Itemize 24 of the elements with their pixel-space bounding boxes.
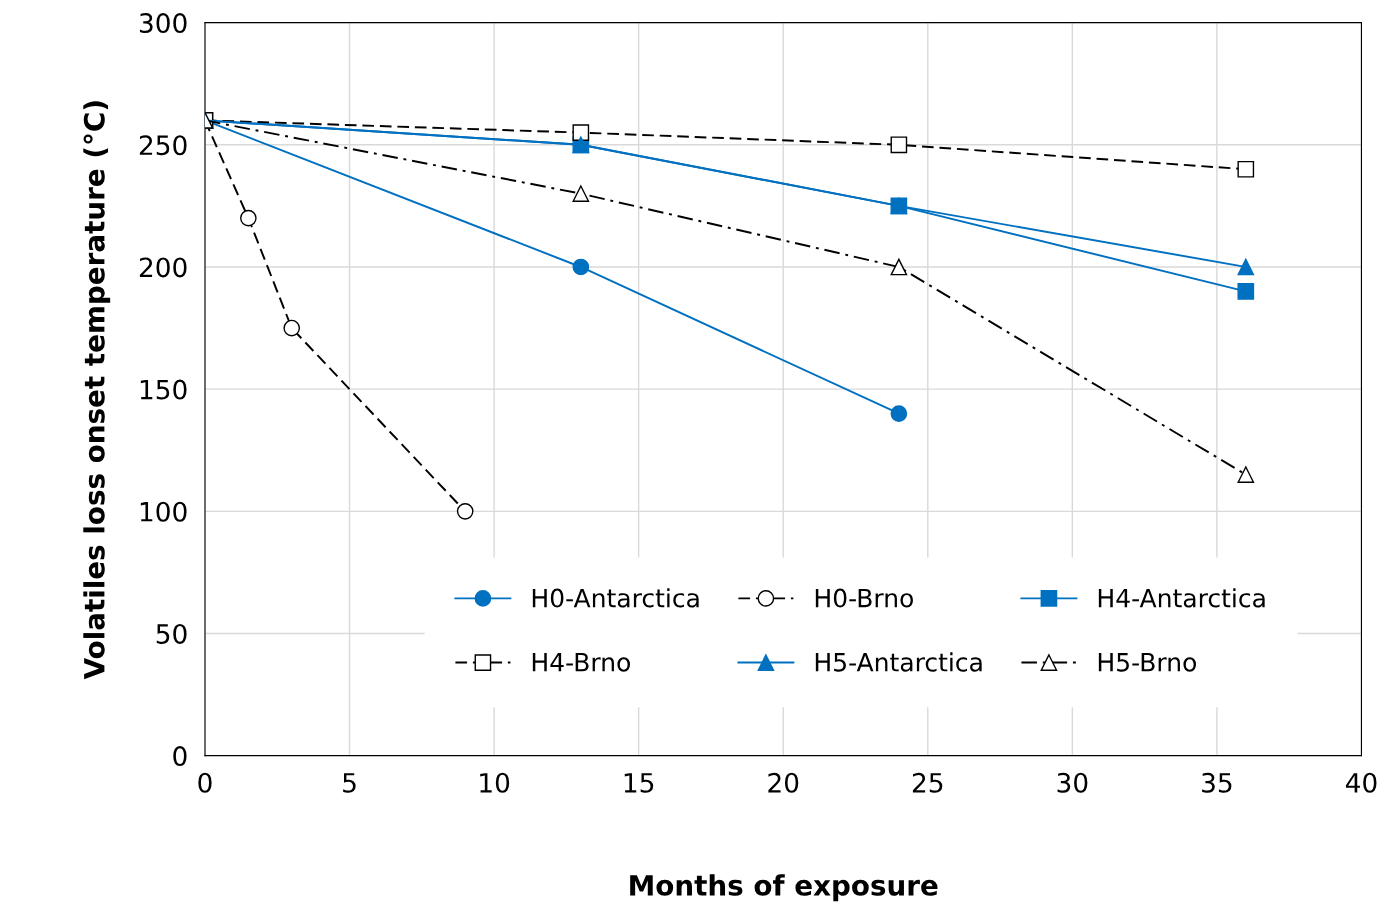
x-tick-label: 5 — [343, 773, 356, 793]
legend-label: H0-Antarctica — [532, 588, 699, 608]
y-tick-label: 250 — [139, 135, 187, 156]
y-tick-label: 150 — [140, 379, 187, 400]
x-tick-label: 15 — [624, 773, 654, 793]
legend-label: H5-Antarctica — [815, 652, 982, 672]
x-tick-label: 40 — [1345, 772, 1377, 793]
legend-label: H5-Brno — [1098, 653, 1196, 672]
legend-label: H4-Antarctica — [1098, 588, 1265, 608]
y-tick-label: 0 — [173, 746, 187, 767]
x-tick-label: 10 — [480, 772, 510, 793]
y-tick-label: 200 — [139, 257, 187, 278]
x-tick-label: 0 — [198, 772, 212, 793]
y-axis-title: Volatiles loss onset temperature (°C) — [83, 101, 111, 680]
y-tick-label: 50 — [156, 623, 187, 644]
x-tick-label: 30 — [1057, 772, 1088, 793]
x-tick-label: 25 — [912, 772, 943, 793]
legend-label: H0-Brno — [815, 588, 913, 608]
x-axis-title: Months of exposure — [630, 874, 938, 902]
legend-label: H4-Brno — [532, 653, 630, 672]
y-tick-label: 300 — [139, 13, 187, 34]
x-tick-label: 20 — [768, 772, 799, 793]
y-tick-label: 100 — [140, 501, 187, 522]
x-tick-label: 35 — [1202, 772, 1232, 793]
